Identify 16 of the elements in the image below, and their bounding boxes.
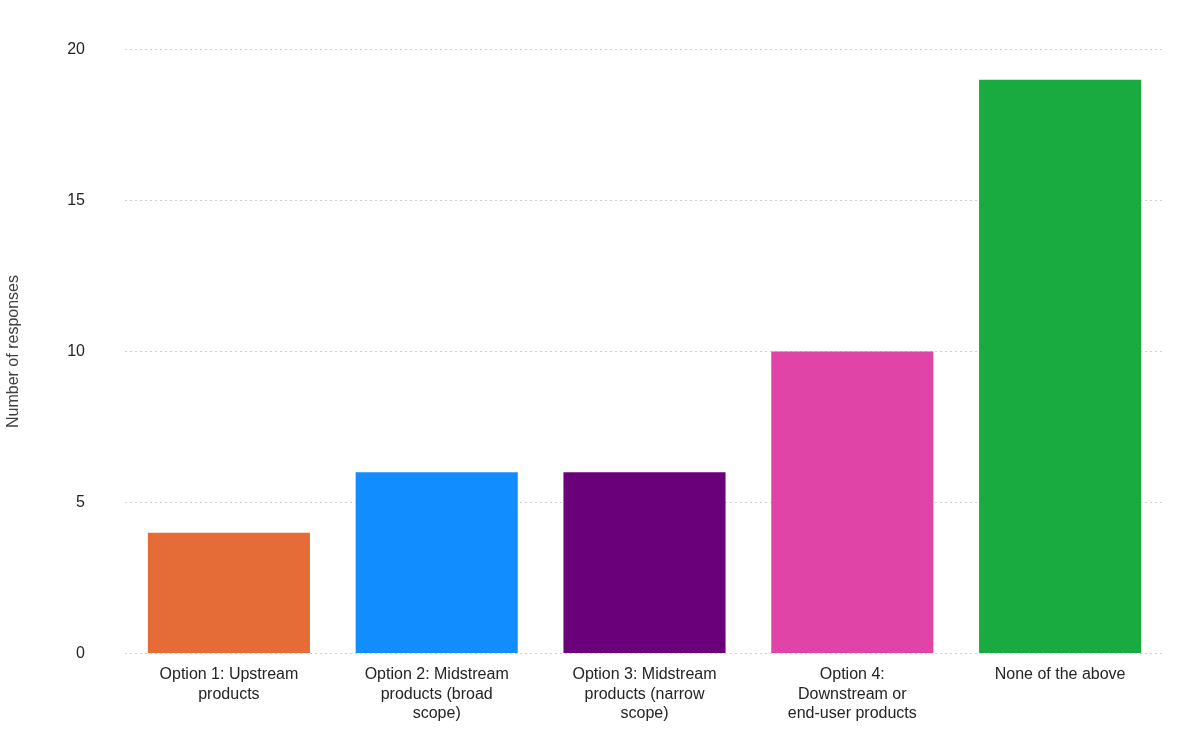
y-tick-label: 5: [76, 492, 86, 510]
x-tick-label: Option 3: Midstream products (narrow scope): [572, 665, 717, 721]
y-tick-label: 10: [67, 341, 86, 359]
y-tick-label: 20: [67, 40, 86, 58]
x-tick-label: Option 4: Downstream or end-user products: [787, 665, 917, 721]
x-tick-label: Option 1: Upstream products: [159, 665, 299, 702]
bar: [979, 79, 1142, 653]
y-tick-label: 0: [76, 643, 86, 661]
y-axis-title: Number of responses: [4, 275, 22, 428]
bar: [563, 472, 726, 653]
x-tick-label: Option 2: Midstream products (broad scope): [364, 665, 509, 721]
bar: [147, 532, 310, 653]
bar: [771, 351, 934, 653]
bar: [355, 472, 518, 653]
y-tick-label: 15: [67, 190, 86, 208]
x-tick-label: None of the above: [994, 665, 1126, 683]
